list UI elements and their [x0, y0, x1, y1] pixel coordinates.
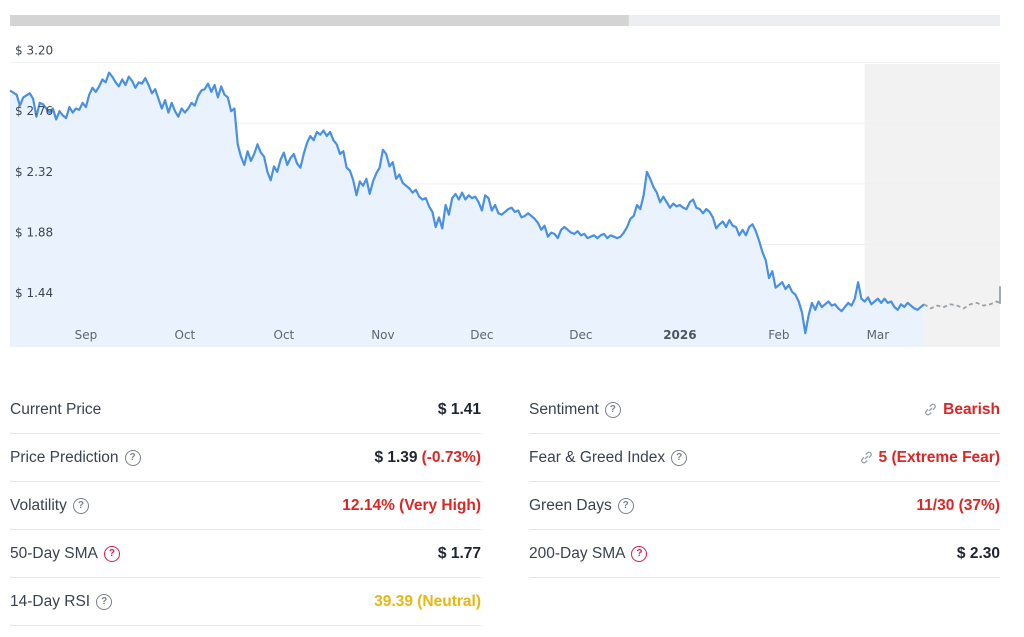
x-tick-label: 2026 [663, 328, 696, 342]
help-icon[interactable]: ? [671, 449, 688, 466]
stat-label-text: 50-Day SMA [10, 544, 98, 562]
stat-label-text: Sentiment [529, 400, 599, 418]
stat-row: Current Price $ 1.41 [10, 386, 481, 434]
stat-value-text: 5 (Extreme Fear) [878, 448, 1000, 466]
stat-row: Green Days? 11/30 (37%) [529, 482, 1000, 530]
x-tick-label: Mar [867, 328, 890, 342]
stats-column-right: Sentiment? Bearish Fear & Greed Index? 5 (E… [529, 386, 1000, 578]
stat-row: Fear & Greed Index? 5 (Extreme Fear) [529, 434, 1000, 482]
help-icon[interactable]: ? [124, 449, 141, 466]
y-tick-label: $ 2.32 [15, 165, 53, 179]
stat-value: 11/30 (37%) [916, 497, 1000, 515]
progress-fill [10, 15, 629, 26]
stat-value: $ 1.39 (-0.73%) [374, 449, 481, 467]
stat-value-text: Bearish [943, 400, 1000, 418]
stat-label-text: 14-Day RSI [10, 592, 91, 610]
stat-value-text: $ 1.77 [437, 544, 481, 562]
stat-label: Green Days? [529, 497, 634, 515]
stat-label-text: Current Price [10, 400, 102, 418]
stat-label: 14-Day RSI? [10, 592, 113, 611]
link-icon [925, 403, 936, 416]
stat-label: 200-Day SMA? [529, 544, 648, 563]
x-tick-label: Oct [175, 328, 196, 342]
stat-value-text: $ 2.30 [956, 544, 1000, 562]
stat-row: 50-Day SMA? $ 1.77 [10, 530, 481, 578]
stat-value: 39.39 (Neutral) [374, 593, 481, 611]
stat-row: Price Prediction? $ 1.39 (-0.73%) [10, 434, 481, 482]
stat-row: 200-Day SMA? $ 2.30 [529, 530, 1000, 578]
x-tick-label: Nov [371, 328, 394, 342]
stat-label-text: Green Days [529, 496, 612, 514]
stat-label: 50-Day SMA? [10, 545, 120, 563]
stat-row: Volatility? 12.14% (Very High) [10, 482, 481, 530]
help-icon[interactable]: ? [103, 545, 120, 562]
price-area [10, 72, 925, 347]
y-tick-label: $ 1.44 [15, 286, 53, 300]
stat-label: Fear & Greed Index? [529, 448, 688, 467]
stat-label: Sentiment? [529, 401, 621, 419]
stat-row: 14-Day RSI? 39.39 (Neutral) [10, 578, 481, 626]
price-chart-svg[interactable]: $ 3.20 $ 2.76 $ 2.32 $ 1.88 $ 1.44 Sep Oct Oct N… [0, 0, 1024, 360]
x-tick-label: Dec [569, 328, 592, 342]
stat-value-text: $ 1.39 [374, 448, 418, 466]
stat-value: $ 1.41 [438, 401, 481, 419]
x-tick-label: Feb [768, 328, 789, 342]
stat-label: Current Price [10, 401, 101, 419]
stat-value-text: 11/30 (37%) [916, 496, 1000, 514]
x-tick-label: Dec [470, 328, 493, 342]
help-icon[interactable]: ? [604, 401, 621, 418]
help-icon[interactable]: ? [617, 497, 634, 514]
stat-label: Volatility? [10, 497, 89, 515]
x-tick-label: Oct [274, 328, 295, 342]
stat-label: Price Prediction? [10, 449, 141, 467]
y-tick-label: $ 1.88 [15, 226, 53, 240]
stat-value: $ 1.77 [438, 545, 481, 563]
help-icon[interactable]: ? [72, 497, 89, 514]
link-icon [860, 451, 872, 464]
forecast-line [923, 286, 1001, 310]
price-chart[interactable]: $ 3.20 $ 2.76 $ 2.32 $ 1.88 $ 1.44 Sep Oct Oct N… [0, 0, 1024, 360]
stat-value-text: $ 1.41 [437, 400, 481, 418]
stat-label-text: Volatility [10, 496, 67, 514]
stat-value: 12.14% (Very High) [342, 497, 481, 515]
price-line [9, 71, 925, 335]
x-tick-label: Sep [75, 328, 98, 342]
stats-column-left: Current Price $ 1.41 Price Prediction? $ 1.… [10, 386, 481, 626]
help-icon[interactable]: ? [631, 545, 648, 562]
stat-value-text: 12.14% (Very High) [342, 496, 481, 514]
stat-label-text: Price Prediction [10, 448, 119, 466]
y-tick-label: $ 3.20 [15, 44, 53, 58]
forecast-region [864, 64, 1000, 347]
stat-label-text: Fear & Greed Index [529, 448, 666, 466]
stat-value-text: 39.39 (Neutral) [374, 592, 481, 610]
stat-value[interactable]: Bearish [923, 401, 1000, 419]
stat-change: (-0.73%) [421, 448, 481, 466]
stat-label-text: 200-Day SMA [529, 544, 626, 562]
stat-value: $ 2.30 [957, 545, 1000, 563]
stat-value[interactable]: 5 (Extreme Fear) [859, 449, 1000, 467]
y-tick-label: $ 2.76 [15, 104, 53, 118]
help-icon[interactable]: ? [96, 593, 113, 610]
stat-row: Sentiment? Bearish [529, 386, 1000, 434]
